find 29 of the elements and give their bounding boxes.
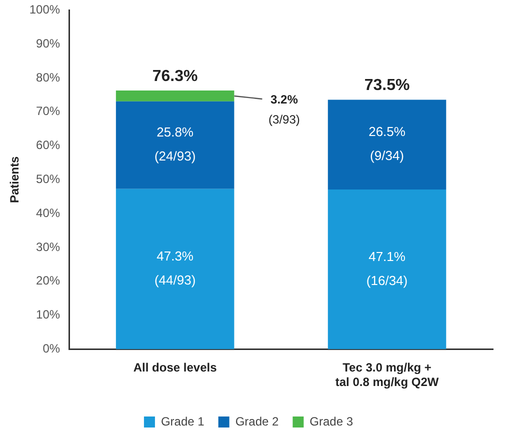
data-label: 47.3% (44/93) <box>154 248 196 288</box>
bar <box>328 190 446 350</box>
legend-label: Grade 1 <box>160 414 205 428</box>
y-tick-label: 30% <box>36 240 60 254</box>
total-label: 76.3% <box>152 68 198 85</box>
legend-label: Grade 2 <box>235 414 280 428</box>
x-tick-label: All dose levels <box>133 360 218 375</box>
y-tick-label: 90% <box>36 36 60 50</box>
y-tick-label: 20% <box>36 274 60 288</box>
y-tick-label: 0% <box>42 342 60 356</box>
data-label: 26.5% (9/34) <box>368 124 406 164</box>
legend-label: Grade 3 <box>310 414 354 428</box>
y-tick-label: 80% <box>36 70 60 84</box>
y-tick-label: 100% <box>29 2 60 17</box>
y-tick-label: 50% <box>36 172 60 186</box>
bar <box>116 188 234 350</box>
data-label: 3.2% (3/93) <box>268 92 300 126</box>
bar <box>116 101 234 189</box>
bar <box>116 90 234 102</box>
bar <box>328 100 446 190</box>
y-tick-label: 70% <box>36 104 60 118</box>
data-label: 25.8% (24/93) <box>154 124 196 164</box>
y-tick-label: 60% <box>36 138 60 152</box>
total-label: 73.5% <box>364 77 410 94</box>
x-tick-label: Tec 3.0 mg/kg + tal 0.8 mg/kg Q2W <box>335 360 440 390</box>
data-label: 47.1% (16/34) <box>366 248 408 288</box>
y-tick-label: 40% <box>36 206 60 220</box>
y-axis-title: Patients <box>8 156 22 204</box>
y-tick-label: 10% <box>36 308 60 322</box>
